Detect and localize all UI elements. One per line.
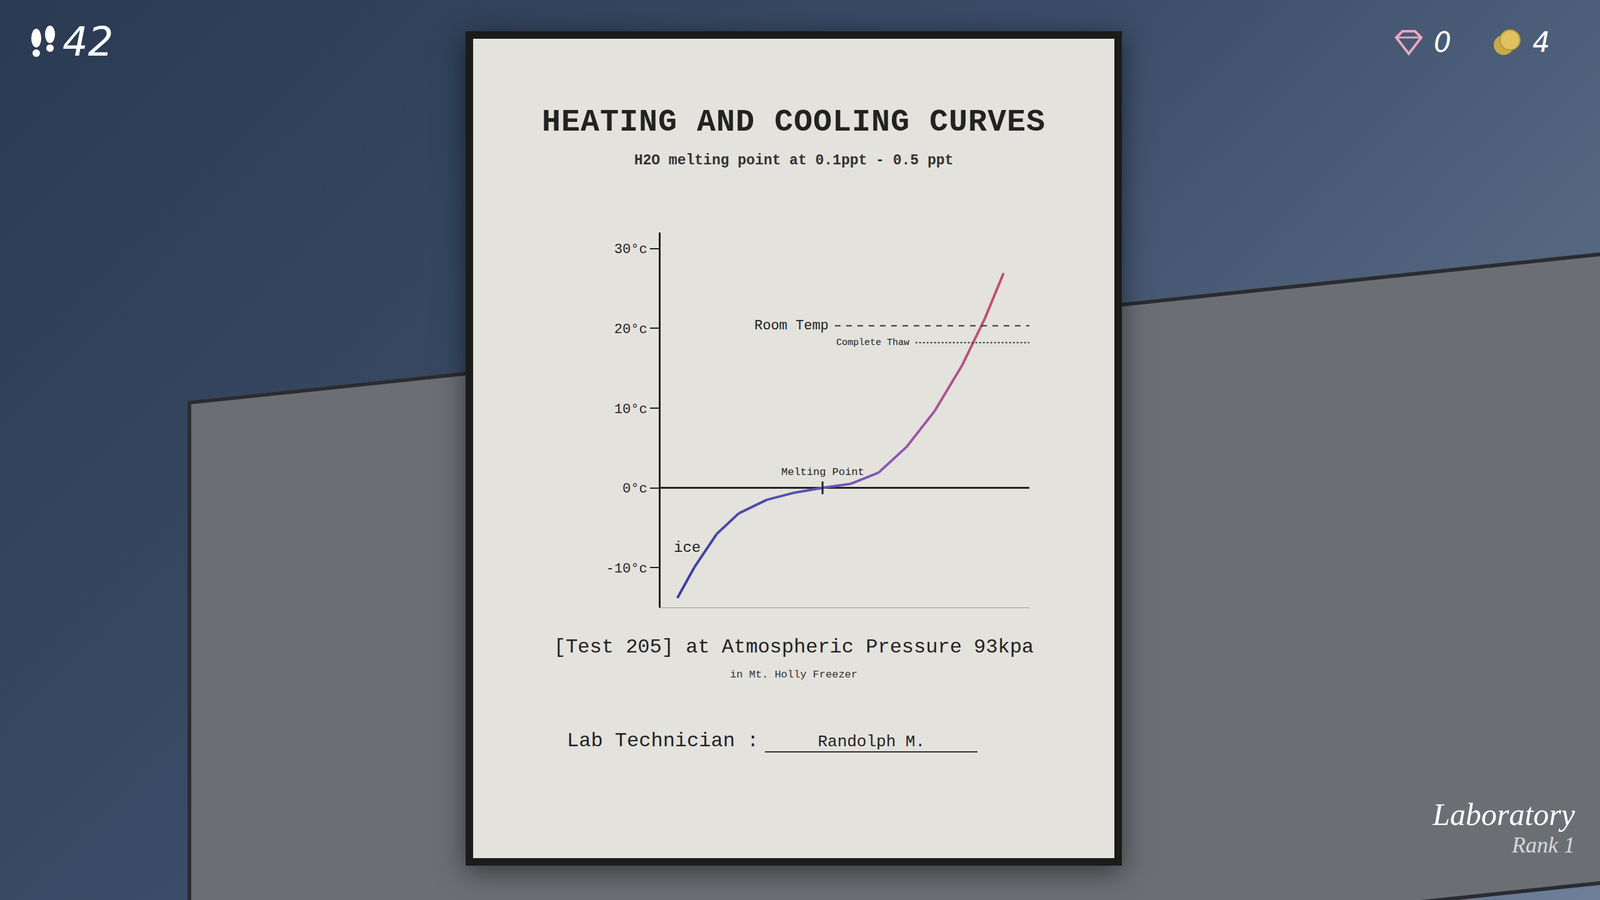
html-text:HEATING AND COOLING CURVES: HEATING AND COOLING CURVES xyxy=(541,104,1046,140)
html-text:0: 0 xyxy=(1433,26,1452,59)
svg-text:-10°c: -10°c xyxy=(606,561,648,577)
html-text:in Mt. Holly Freezer: in Mt. Holly Freezer xyxy=(730,668,858,681)
html-text:4: 4 xyxy=(1532,26,1550,59)
svg-text:Complete Thaw: Complete Thaw xyxy=(836,337,910,349)
html-text:42: 42 xyxy=(62,18,114,65)
svg-text:10°c: 10°c xyxy=(614,401,648,418)
svg-text:ice: ice xyxy=(673,539,701,557)
svg-text:0°c: 0°c xyxy=(622,481,648,497)
svg-text:20°c: 20°c xyxy=(614,321,648,338)
svg-text:Melting Point: Melting Point xyxy=(781,466,865,479)
html-text:Rank 1: Rank 1 xyxy=(1511,832,1575,858)
html-text:H2O melting point at 0.1ppt -: H2O melting point at 0.1ppt - 0.5 ppt xyxy=(634,152,954,169)
svg-text:30°c: 30°c xyxy=(614,241,648,258)
html-text:Laboratory: Laboratory xyxy=(1432,796,1575,832)
html-text:[Test 205] at Atmospheric Pres: [Test 205] at Atmospheric Pressure 93kpa xyxy=(553,635,1034,659)
html-text:Randolph M.: Randolph M. xyxy=(817,732,926,752)
html-text:Lab Technician :: Lab Technician : xyxy=(566,729,759,753)
svg-text:Room Temp: Room Temp xyxy=(754,318,829,334)
